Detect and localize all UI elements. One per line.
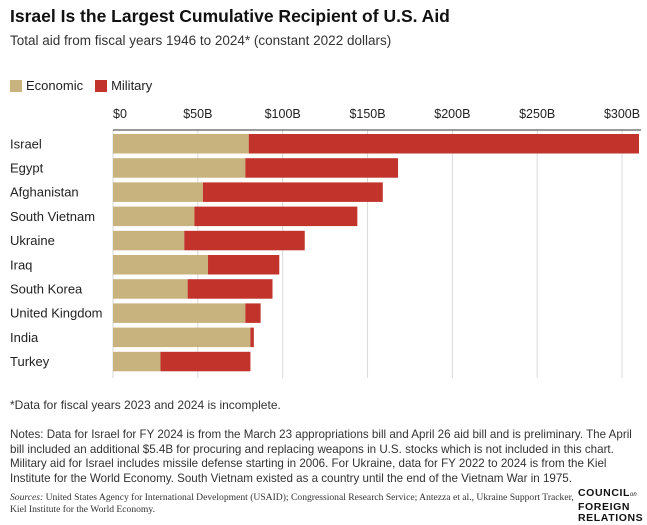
legend-item-economic: Economic [10,78,83,93]
bar-economic [113,351,161,372]
logo-line1: COUNCIL [578,487,631,499]
sources-label: Sources: [10,492,44,503]
category-label: Turkey [10,354,50,369]
bar-economic [113,230,185,251]
x-tick-label: $50B [183,107,212,121]
x-tick-label: $0 [113,107,127,121]
bar-economic [113,303,246,323]
category-label: Egypt [10,160,44,175]
chart-subtitle: Total aid from fiscal years 1946 to 2024… [10,33,392,48]
category-label: Israel [10,136,42,151]
bar-military [250,327,254,348]
bar-economic [113,279,188,299]
category-label: Ukraine [10,233,55,248]
category-label: United Kingdom [10,306,103,321]
x-tick-label: $300B [604,107,640,121]
bar-military [245,158,399,178]
x-tick-label: $100B [265,107,301,121]
legend-item-military: Military [95,78,152,93]
bar-military [248,134,639,154]
legend-label-military: Military [111,78,153,93]
category-label: South Korea [10,281,83,296]
category-label: India [10,330,39,345]
legend-swatch-military [95,79,108,92]
sources-text: United States Agency for International D… [10,492,574,515]
logo-line3: RELATIONS [578,512,644,524]
bar-military [187,279,273,299]
x-tick-label: $200B [434,107,470,121]
legend-swatch-economic [10,79,22,92]
bar-chart: $0 $50B $100B $150B $200B $250B $300B Israel Egy… [10,107,641,378]
bar-economic [113,158,246,178]
logo-on: on [630,492,637,498]
bar-military [202,182,383,202]
logo-line2: FOREIGN [578,500,631,513]
cfr-logo: COUNCILon FOREIGN RELATIONS [578,487,644,525]
bar-economic [113,134,249,154]
footnote: *Data for fiscal years 2023 and 2024 is … [10,398,281,412]
bar-military [245,303,261,323]
bar-military [184,230,305,251]
bar-military [160,351,251,372]
bar-economic [113,206,195,227]
sources: Sources: United States Agency for Intern… [10,492,575,515]
legend-label-economic: Economic [26,78,84,93]
bar-military [194,206,358,227]
bar-economic [113,327,251,348]
x-tick-label: $150B [349,107,385,121]
notes: Notes: Data for Israel for FY 2024 is fr… [10,428,632,485]
category-label: Iraq [10,257,32,272]
category-label: Afghanistan [10,185,79,200]
bar-military [208,255,280,275]
chart-title: Israel Is the Largest Cumulative Recipie… [10,6,450,26]
category-label: South Vietnam [10,209,95,224]
bar-economic [113,255,209,275]
bar-economic [113,182,203,202]
x-tick-label: $250B [519,107,555,121]
legend: Economic Military [10,78,164,93]
